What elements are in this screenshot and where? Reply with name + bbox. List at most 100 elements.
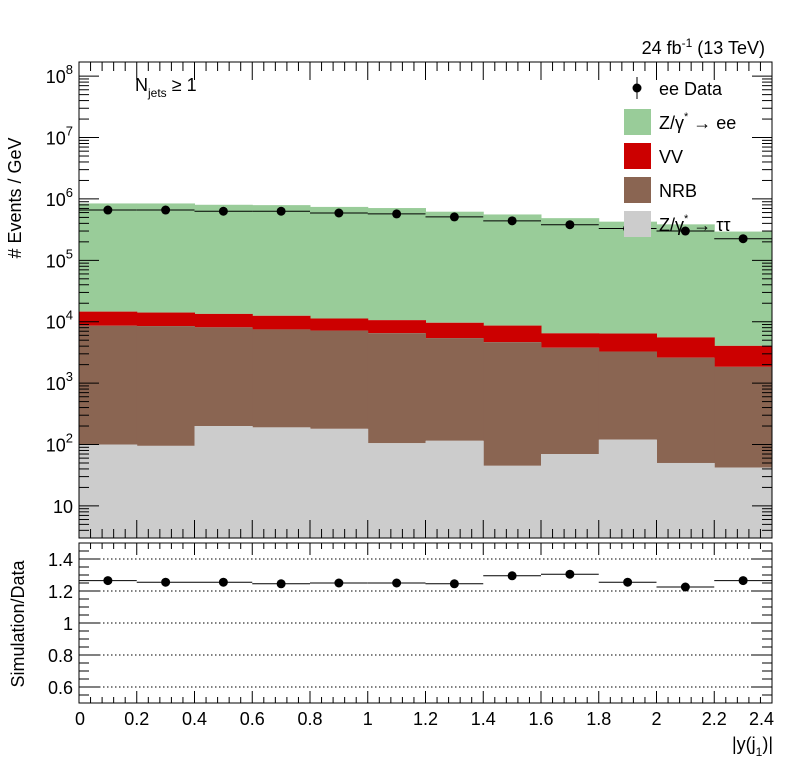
bar-zee-2 — [194, 204, 253, 314]
legend-label-0: ee Data — [659, 79, 723, 99]
bar-zee-9 — [598, 221, 657, 334]
x-tick-label-3: 0.6 — [240, 709, 265, 729]
bar-vv-3 — [252, 315, 311, 330]
ratio-point-10 — [680, 582, 690, 592]
data-point-11 — [738, 234, 748, 244]
y-axis-label: # Events / GeV — [5, 137, 25, 258]
bar-nrb-7 — [483, 342, 542, 466]
bar-nrb-11 — [714, 366, 773, 468]
ratio-point-6 — [449, 579, 459, 589]
bar-z-0 — [79, 444, 138, 538]
bar-zee-7 — [483, 214, 542, 326]
ratio-point-7 — [507, 571, 517, 581]
bar-zee-10 — [656, 224, 715, 338]
x-tick-label-7: 1.4 — [471, 709, 496, 729]
bar-z-5 — [367, 443, 426, 538]
y-tick-label-4: 105 — [46, 246, 73, 271]
ratio-y-tick-label-1: 0.8 — [48, 646, 73, 666]
legend: ee Data Z/γ* → ee VV NRB Z/γ* → ττ — [624, 77, 736, 237]
data-point-5 — [392, 209, 402, 219]
y-tick-label-2: 103 — [46, 369, 73, 394]
bar-zee-5 — [367, 208, 426, 321]
data-point-4 — [334, 208, 344, 218]
ratio-point-1 — [161, 577, 171, 587]
bar-vv-9 — [598, 333, 657, 352]
bar-z-1 — [136, 445, 195, 538]
legend-label-4: Z/γ* → ττ — [659, 213, 731, 235]
bar-z-11 — [714, 467, 773, 538]
legend-label-3: NRB — [659, 181, 697, 201]
x-tick-label-10: 2 — [651, 709, 661, 729]
data-point-3 — [276, 206, 286, 216]
x-tick-label-12: 2.4 — [749, 709, 774, 729]
main-plot-panel: 10 102 103 104 105 106 107 108 — [46, 61, 773, 539]
bar-nrb-6 — [425, 338, 484, 441]
ratio-y-tick-label-3: 1.2 — [48, 582, 73, 602]
ratio-point-4 — [334, 578, 344, 588]
legend-swatch-1 — [624, 109, 651, 135]
y-tick-label-1: 102 — [46, 431, 73, 456]
data-point-2 — [218, 206, 228, 216]
y-tick-label-5: 106 — [46, 185, 73, 210]
bar-z-9 — [598, 439, 657, 538]
ratio-point-5 — [392, 578, 402, 588]
ratio-point-8 — [565, 569, 575, 579]
legend-label-1: Z/γ* → ee — [659, 111, 736, 133]
y-tick-label-7: 108 — [46, 62, 73, 87]
ratio-y-tick-label-4: 1.4 — [48, 550, 73, 570]
bar-vv-11 — [714, 345, 773, 367]
bar-z-7 — [483, 465, 542, 538]
data-point-6 — [449, 212, 459, 222]
y-tick-label-6: 107 — [46, 124, 73, 149]
y-tick-label-0: 10 — [53, 497, 73, 517]
x-tick-label-1: 0.2 — [124, 709, 149, 729]
bar-vv-10 — [656, 337, 715, 358]
data-point-7 — [507, 216, 517, 226]
x-tick-label-9: 1.8 — [586, 709, 611, 729]
ratio-y-axis-label: Simulation/Data — [8, 559, 28, 687]
ratio-y-tick-label-2: 1 — [63, 614, 73, 634]
legend-label-2: VV — [659, 147, 683, 167]
bar-nrb-2 — [194, 327, 253, 427]
legend-swatch-3 — [624, 177, 651, 203]
bar-zee-3 — [252, 205, 311, 316]
x-tick-label-11: 2.2 — [702, 709, 727, 729]
bar-nrb-0 — [79, 325, 138, 445]
legend-marker-data — [632, 83, 642, 93]
bar-zee-4 — [310, 206, 369, 319]
legend-swatch-2 — [624, 143, 651, 169]
bar-z-2 — [194, 426, 253, 538]
bar-z-4 — [310, 428, 369, 538]
x-tick-label-8: 1.6 — [528, 709, 553, 729]
bar-zee-8 — [541, 218, 600, 334]
legend-swatch-4 — [624, 211, 651, 237]
bar-nrb-5 — [367, 333, 426, 444]
bar-zee-0 — [79, 203, 138, 312]
ratio-point-0 — [103, 576, 113, 586]
bar-vv-8 — [541, 333, 600, 348]
bar-vv-6 — [425, 322, 484, 339]
data-point-1 — [161, 205, 171, 215]
x-axis-label: |y(j1)| — [732, 734, 773, 759]
bar-z-6 — [425, 440, 484, 538]
x-tick-label-0: 0 — [75, 709, 85, 729]
bar-zee-6 — [425, 211, 484, 323]
bar-vv-4 — [310, 318, 369, 331]
luminosity-label: 24 fb-1 (13 TeV) — [642, 36, 765, 58]
ratio-plot-panel: 0.6 0.8 1 1.2 1.4 0 0.2 0.4 0.6 0.8 1 1.2 1.4 1.6 1.8 2… — [48, 542, 774, 729]
bar-vv-7 — [483, 325, 542, 343]
bar-vv-0 — [79, 311, 138, 326]
bar-z-8 — [541, 454, 600, 538]
bar-vv-1 — [136, 312, 195, 327]
ratio-point-3 — [276, 579, 286, 589]
bar-nrb-1 — [136, 326, 195, 446]
bar-zee-11 — [714, 231, 773, 346]
data-point-8 — [565, 220, 575, 230]
bar-z-3 — [252, 427, 311, 538]
x-tick-label-4: 0.8 — [297, 709, 322, 729]
data-point-10 — [680, 226, 690, 236]
bar-vv-2 — [194, 313, 253, 328]
bar-nrb-8 — [541, 347, 600, 455]
x-tick-label-2: 0.4 — [182, 709, 207, 729]
